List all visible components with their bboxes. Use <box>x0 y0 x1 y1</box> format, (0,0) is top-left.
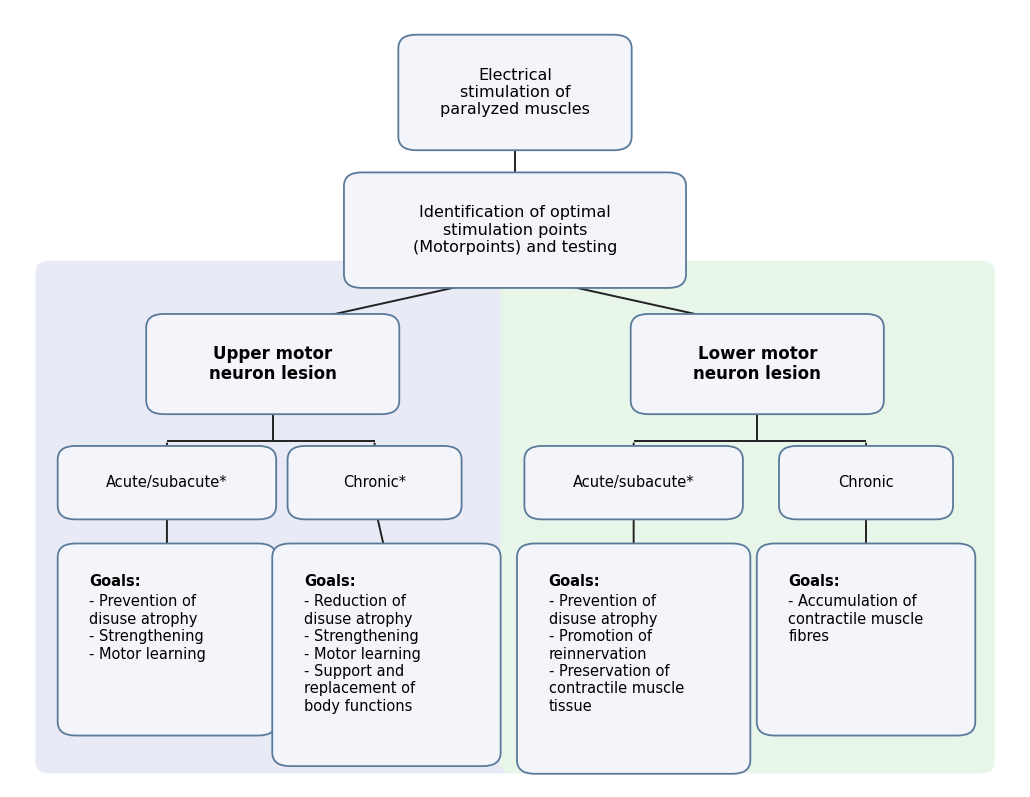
Text: Goals:: Goals: <box>549 574 600 589</box>
FancyBboxPatch shape <box>35 261 529 773</box>
FancyBboxPatch shape <box>58 446 276 520</box>
Text: Lower motor
neuron lesion: Lower motor neuron lesion <box>693 344 821 383</box>
Text: Chronic: Chronic <box>838 475 894 490</box>
Text: Goals:: Goals: <box>90 574 141 589</box>
FancyBboxPatch shape <box>146 314 400 414</box>
Text: Chronic*: Chronic* <box>343 475 406 490</box>
Text: - Prevention of
disuse atrophy
- Promotion of
reinnervation
- Preservation of
co: - Prevention of disuse atrophy - Promoti… <box>549 595 684 714</box>
Text: Acute/subacute*: Acute/subacute* <box>106 475 228 490</box>
FancyBboxPatch shape <box>399 35 631 150</box>
FancyBboxPatch shape <box>501 261 995 773</box>
Text: Electrical
stimulation of
paralyzed muscles: Electrical stimulation of paralyzed musc… <box>440 68 590 117</box>
FancyBboxPatch shape <box>272 544 501 766</box>
FancyBboxPatch shape <box>524 446 743 520</box>
Text: Upper motor
neuron lesion: Upper motor neuron lesion <box>209 344 337 383</box>
Text: Goals:: Goals: <box>304 574 355 589</box>
FancyBboxPatch shape <box>517 544 750 774</box>
FancyBboxPatch shape <box>287 446 461 520</box>
Text: - Accumulation of
contractile muscle
fibres: - Accumulation of contractile muscle fib… <box>788 595 924 644</box>
FancyBboxPatch shape <box>779 446 953 520</box>
Text: Acute/subacute*: Acute/subacute* <box>573 475 694 490</box>
Text: Identification of optimal
stimulation points
(Motorpoints) and testing: Identification of optimal stimulation po… <box>413 206 617 255</box>
FancyBboxPatch shape <box>344 172 686 288</box>
FancyBboxPatch shape <box>58 544 276 736</box>
Text: - Prevention of
disuse atrophy
- Strengthening
- Motor learning: - Prevention of disuse atrophy - Strengt… <box>90 595 206 662</box>
FancyBboxPatch shape <box>630 314 884 414</box>
Text: Goals:: Goals: <box>788 574 840 589</box>
FancyBboxPatch shape <box>757 544 975 736</box>
Text: - Reduction of
disuse atrophy
- Strengthening
- Motor learning
- Support and
rep: - Reduction of disuse atrophy - Strength… <box>304 595 421 714</box>
